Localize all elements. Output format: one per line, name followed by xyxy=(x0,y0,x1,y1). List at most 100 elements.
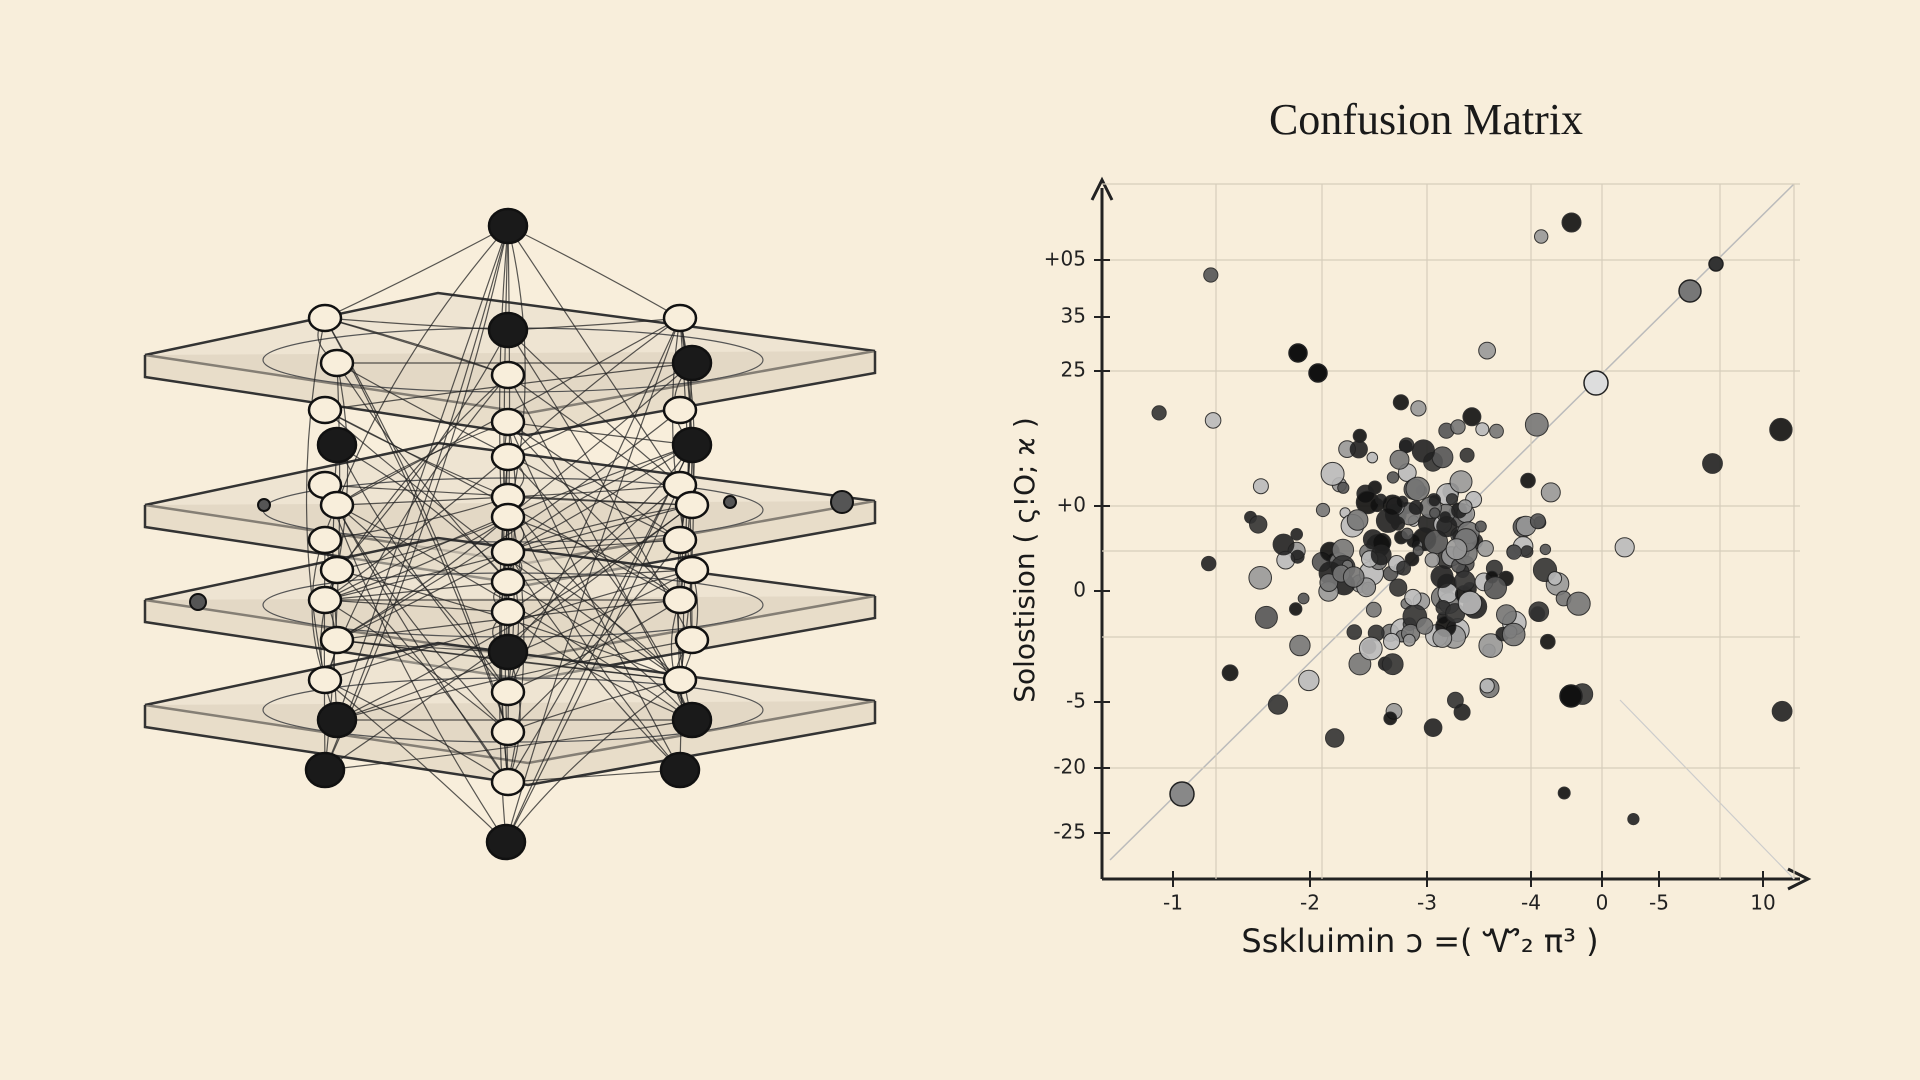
scatter-dot xyxy=(1203,267,1219,283)
connection xyxy=(507,539,681,553)
neuron xyxy=(257,498,271,512)
connection xyxy=(324,679,507,843)
x-tick-label: -3 xyxy=(1417,891,1437,915)
neuron xyxy=(674,490,710,520)
neuron xyxy=(490,407,526,437)
scatter-dot xyxy=(1349,440,1368,459)
scatter-dot xyxy=(1454,570,1476,592)
scatter-dot xyxy=(1404,551,1420,567)
x-tick-label: -1 xyxy=(1163,891,1183,915)
neuron xyxy=(671,426,713,464)
x-tick-label: -5 xyxy=(1649,891,1669,915)
scatter-sketch: Confusion Matrix Solostision ( ς!O; ϰ ) … xyxy=(1008,95,1812,960)
scatter-dot xyxy=(1566,591,1591,616)
neuron xyxy=(659,751,701,789)
neuron xyxy=(674,625,710,655)
connection xyxy=(324,317,509,331)
neuron xyxy=(490,767,526,797)
scatter-dot xyxy=(1539,543,1552,556)
scatter-dot xyxy=(1272,533,1295,556)
scatter-dot xyxy=(1365,601,1382,618)
connection xyxy=(336,496,509,506)
connection xyxy=(507,225,681,486)
connection xyxy=(305,317,326,681)
scatter-dot xyxy=(1151,405,1167,421)
neuron xyxy=(490,677,526,707)
y-tick-label: 25 xyxy=(1061,358,1086,382)
scatter-dot xyxy=(1408,500,1424,515)
connection xyxy=(336,444,693,641)
y-tick-label: -5 xyxy=(1066,689,1086,713)
connection xyxy=(505,444,693,843)
neuron xyxy=(723,495,737,509)
scatter-dot xyxy=(1424,552,1441,568)
scatter-dot xyxy=(1457,590,1483,616)
neuron xyxy=(307,525,343,555)
scatter-dot xyxy=(1248,566,1272,590)
neuron xyxy=(307,585,343,615)
connection xyxy=(336,569,509,783)
connection xyxy=(507,421,681,541)
scatter-dot xyxy=(1290,549,1305,564)
scatter-dot xyxy=(1474,520,1487,533)
connection xyxy=(507,421,681,771)
connection xyxy=(507,317,681,458)
scatter-dot xyxy=(1289,634,1311,657)
scatter-dot xyxy=(1382,494,1404,516)
scatter-dot xyxy=(1252,478,1269,495)
connection xyxy=(507,225,681,319)
scatter-dot xyxy=(1389,578,1408,597)
y-axis-label: Solostision ( ς!O; ϰ ) xyxy=(1008,417,1041,703)
y-tick-label: -20 xyxy=(1053,755,1086,779)
neuron xyxy=(316,426,358,464)
scatter-dot xyxy=(1346,509,1369,531)
connection xyxy=(336,569,681,681)
connection xyxy=(324,581,509,601)
connection xyxy=(336,225,509,721)
scatter-dot xyxy=(1524,412,1549,437)
connection xyxy=(336,569,693,721)
scatter-dot xyxy=(1298,669,1320,692)
x-axis-label: Sskluimin ͻ =( Ꮙ₂ π³ ) xyxy=(1241,922,1598,960)
connection xyxy=(336,504,693,721)
connection xyxy=(507,484,681,653)
connection xyxy=(507,225,511,583)
scatter-dot xyxy=(1416,617,1434,635)
x-tick-label: 0 xyxy=(1596,891,1609,915)
neuron xyxy=(490,502,526,532)
connection xyxy=(507,317,681,693)
scatter-dot xyxy=(1290,528,1303,541)
scatter-dot xyxy=(1390,516,1406,531)
x-arrow xyxy=(1787,867,1812,891)
scatter-dot xyxy=(1708,256,1724,272)
neuron xyxy=(319,555,355,585)
scatter-dot xyxy=(1204,412,1222,429)
connection xyxy=(507,444,693,613)
neuron xyxy=(830,490,854,514)
y-arrow xyxy=(1090,176,1114,201)
scatter-dot xyxy=(1319,573,1339,592)
connection xyxy=(507,329,681,486)
scatter-dot xyxy=(1410,400,1427,417)
neural-network-sketch xyxy=(143,207,877,861)
scatter-dot xyxy=(1583,370,1609,396)
neuron xyxy=(319,348,355,378)
connection xyxy=(324,599,509,613)
neuron xyxy=(490,567,526,597)
connection xyxy=(507,581,693,721)
connection xyxy=(324,516,509,601)
scatter-dot xyxy=(1462,407,1482,427)
connection xyxy=(507,496,693,506)
scatter-dot xyxy=(1540,482,1561,503)
scatter-dot xyxy=(1453,703,1471,721)
scatter-dot xyxy=(1561,212,1582,233)
connection xyxy=(336,329,509,571)
neuron xyxy=(674,555,710,585)
scatter-dot xyxy=(1221,664,1239,682)
scatter-dot xyxy=(1489,423,1504,439)
neuron xyxy=(662,525,698,555)
connection xyxy=(324,679,509,783)
connection xyxy=(507,362,693,458)
scatter-dot xyxy=(1627,813,1640,826)
